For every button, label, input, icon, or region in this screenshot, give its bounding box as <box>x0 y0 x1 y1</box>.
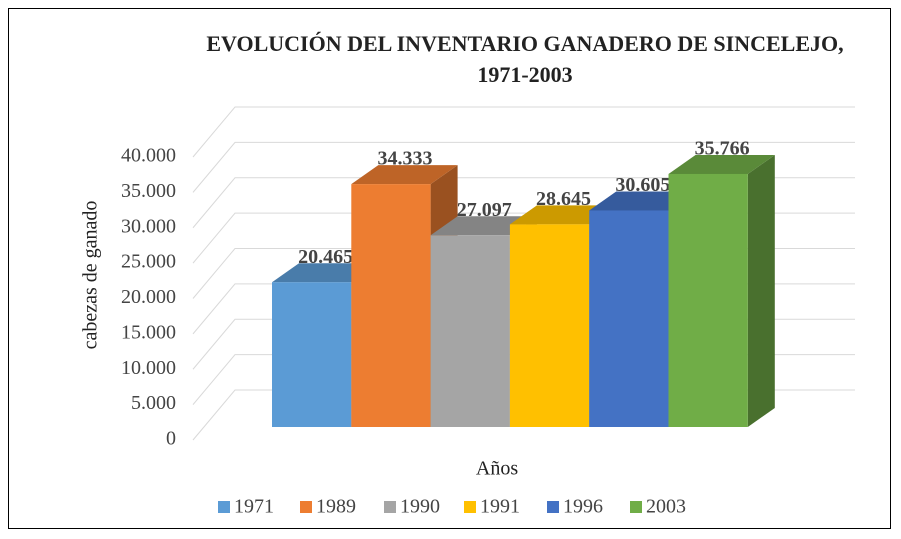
y-axis-label: cabezas de ganado <box>80 201 102 350</box>
chart-frame <box>8 8 891 529</box>
legend-label: 1989 <box>316 496 356 518</box>
bar <box>509 224 590 427</box>
y-tick-label: 15.000 <box>121 321 176 343</box>
bar-top <box>668 154 775 174</box>
bar-side <box>747 154 775 427</box>
bar <box>430 235 510 427</box>
bar-top <box>351 165 458 185</box>
bar <box>668 173 748 427</box>
y-tick-label: 5.000 <box>131 392 176 414</box>
legend-swatch <box>464 501 476 513</box>
legend-label: 1990 <box>400 496 440 518</box>
y-tick-label: 30.000 <box>121 215 176 237</box>
data-label: 30.605 <box>615 174 670 196</box>
chart-title: EVOLUCIÓN DEL INVENTARIO GANADERO DE SIN… <box>206 31 844 87</box>
legend-swatch <box>218 501 230 513</box>
legend-swatch <box>300 501 312 513</box>
legend-label: 1991 <box>480 496 520 518</box>
x-axis-label: Años <box>476 458 518 480</box>
data-label: 28.645 <box>536 188 591 210</box>
y-tick-label: 10.000 <box>121 357 176 379</box>
legend-swatch <box>384 501 396 513</box>
data-label: 35.766 <box>695 138 750 160</box>
y-tick-label: 40.000 <box>121 145 176 167</box>
legend-label: 1996 <box>563 496 603 518</box>
grid-line <box>192 141 855 193</box>
grid-line <box>192 177 855 229</box>
data-label: 27.097 <box>457 199 512 221</box>
bar <box>351 184 431 427</box>
data-label: 20.465 <box>298 246 353 268</box>
y-tick-label: 0 <box>166 428 176 450</box>
y-tick-label: 25.000 <box>121 251 176 273</box>
y-tick-label: 35.000 <box>121 180 176 202</box>
legend-label: 2003 <box>646 496 686 518</box>
legend-label: 1971 <box>234 496 274 518</box>
y-tick-label: 20.000 <box>121 286 176 308</box>
data-label: 34.333 <box>377 148 432 170</box>
grid-line <box>192 106 855 158</box>
bar <box>589 210 669 427</box>
legend-swatch <box>630 501 642 513</box>
bar <box>272 282 352 427</box>
legend-swatch <box>547 501 559 513</box>
